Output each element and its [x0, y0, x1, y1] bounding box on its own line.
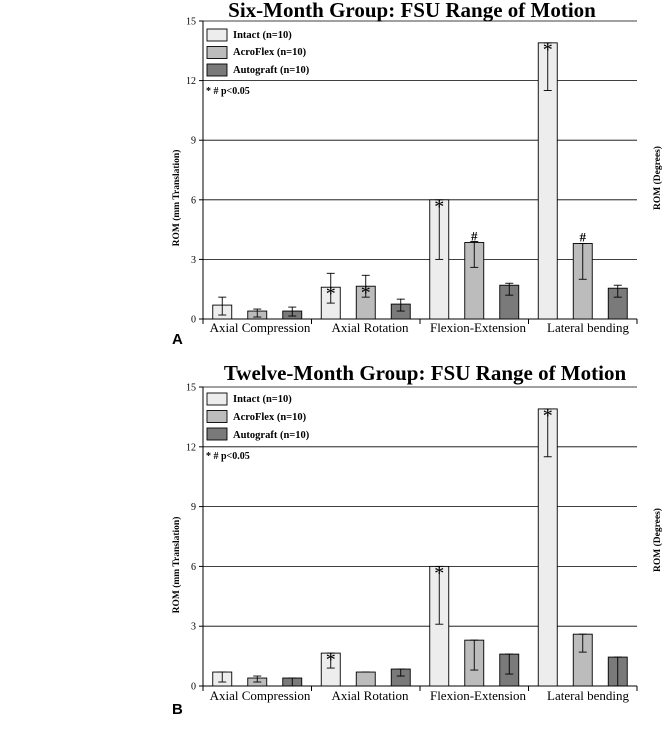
y-tick-label-a-3: 9: [191, 136, 196, 147]
y-tick-label-a-2: 6: [191, 195, 196, 206]
legend-swatch-b-1: [206, 392, 228, 406]
legend-label-a-autograft: Autograft (n=10): [233, 65, 310, 76]
panel-label-b: B: [172, 701, 183, 718]
y-axis-label-right-b: ROM (Degrees): [652, 508, 663, 572]
y-axis-label-left-b: ROM (mm Translation): [171, 517, 182, 614]
y-axis-label-right-a: ROM (Degrees): [652, 146, 663, 210]
category-label-a-4: Lateral bending: [547, 320, 629, 335]
significance-note-a: * # p<0.05: [206, 86, 250, 97]
legend-swatch-a-3: [206, 63, 228, 77]
y-tick-label-b-3: 9: [191, 502, 196, 513]
legend-swatch-b-3: [206, 427, 228, 441]
category-label-b-4: Lateral bending: [547, 688, 629, 703]
y-axis-label-left-a: ROM (mm Translation): [171, 150, 182, 247]
significance-mark-b-s1-c3: *: [434, 562, 444, 584]
significance-mark-a-s2-c2: *: [361, 282, 371, 304]
y-tick-label-b-4: 12: [186, 442, 196, 453]
plot-area-a: 0 3 6 9 12 15 * * * * # #: [186, 17, 638, 326]
legend-label-a-intact: Intact (n=10): [233, 30, 292, 41]
legend-swatch-a-2: [206, 46, 228, 59]
legend-swatch-b-2: [206, 410, 228, 423]
legend-label-b-autograft: Autograft (n=10): [233, 430, 310, 441]
category-label-b-1: Axial Compression: [210, 688, 311, 703]
legend-label-a-acroflex: AcroFlex (n=10): [233, 47, 307, 58]
significance-mark-b-s1-c4: *: [543, 405, 553, 427]
y-tick-label-b-2: 6: [191, 562, 196, 573]
y-tick-label-a-1: 3: [191, 255, 196, 266]
legend-label-b-intact: Intact (n=10): [233, 394, 292, 405]
category-label-a-1: Axial Compression: [210, 320, 311, 335]
significance-mark-b-s1-c2: *: [326, 649, 336, 671]
plot-area-b: 0 3 6 9 12 15 * * *: [186, 383, 638, 693]
y-tick-label-b-0: 0: [191, 682, 196, 693]
category-label-a-3: Flexion-Extension: [430, 320, 527, 335]
significance-mark-a-s1-c4: *: [543, 39, 553, 61]
y-tick-label-a-4: 12: [186, 76, 196, 87]
significance-mark-a-s2-c4: #: [580, 230, 587, 245]
category-label-b-2: Axial Rotation: [332, 688, 409, 703]
legend-swatch-a-1: [206, 28, 228, 42]
significance-note-b: * # p<0.05: [206, 451, 250, 462]
significance-mark-a-s1-c2: *: [326, 283, 336, 305]
category-label-b-3: Flexion-Extension: [430, 688, 527, 703]
bar-b-s2-c2: [355, 671, 376, 687]
legend-label-b-acroflex: AcroFlex (n=10): [233, 412, 307, 423]
chart-title-b: Twelve-Month Group: FSU Range of Motion: [224, 361, 627, 385]
panel-label-a: A: [172, 331, 183, 348]
chart-title-a: Six-Month Group: FSU Range of Motion: [228, 0, 596, 22]
y-tick-label-a-5: 15: [186, 17, 196, 28]
category-label-a-2: Axial Rotation: [332, 320, 409, 335]
y-tick-label-b-1: 3: [191, 622, 196, 633]
significance-mark-a-s1-c3: *: [434, 196, 444, 218]
y-tick-label-a-0: 0: [191, 315, 196, 326]
y-tick-label-b-5: 15: [186, 383, 196, 394]
significance-mark-a-s2-c3: #: [471, 229, 478, 244]
